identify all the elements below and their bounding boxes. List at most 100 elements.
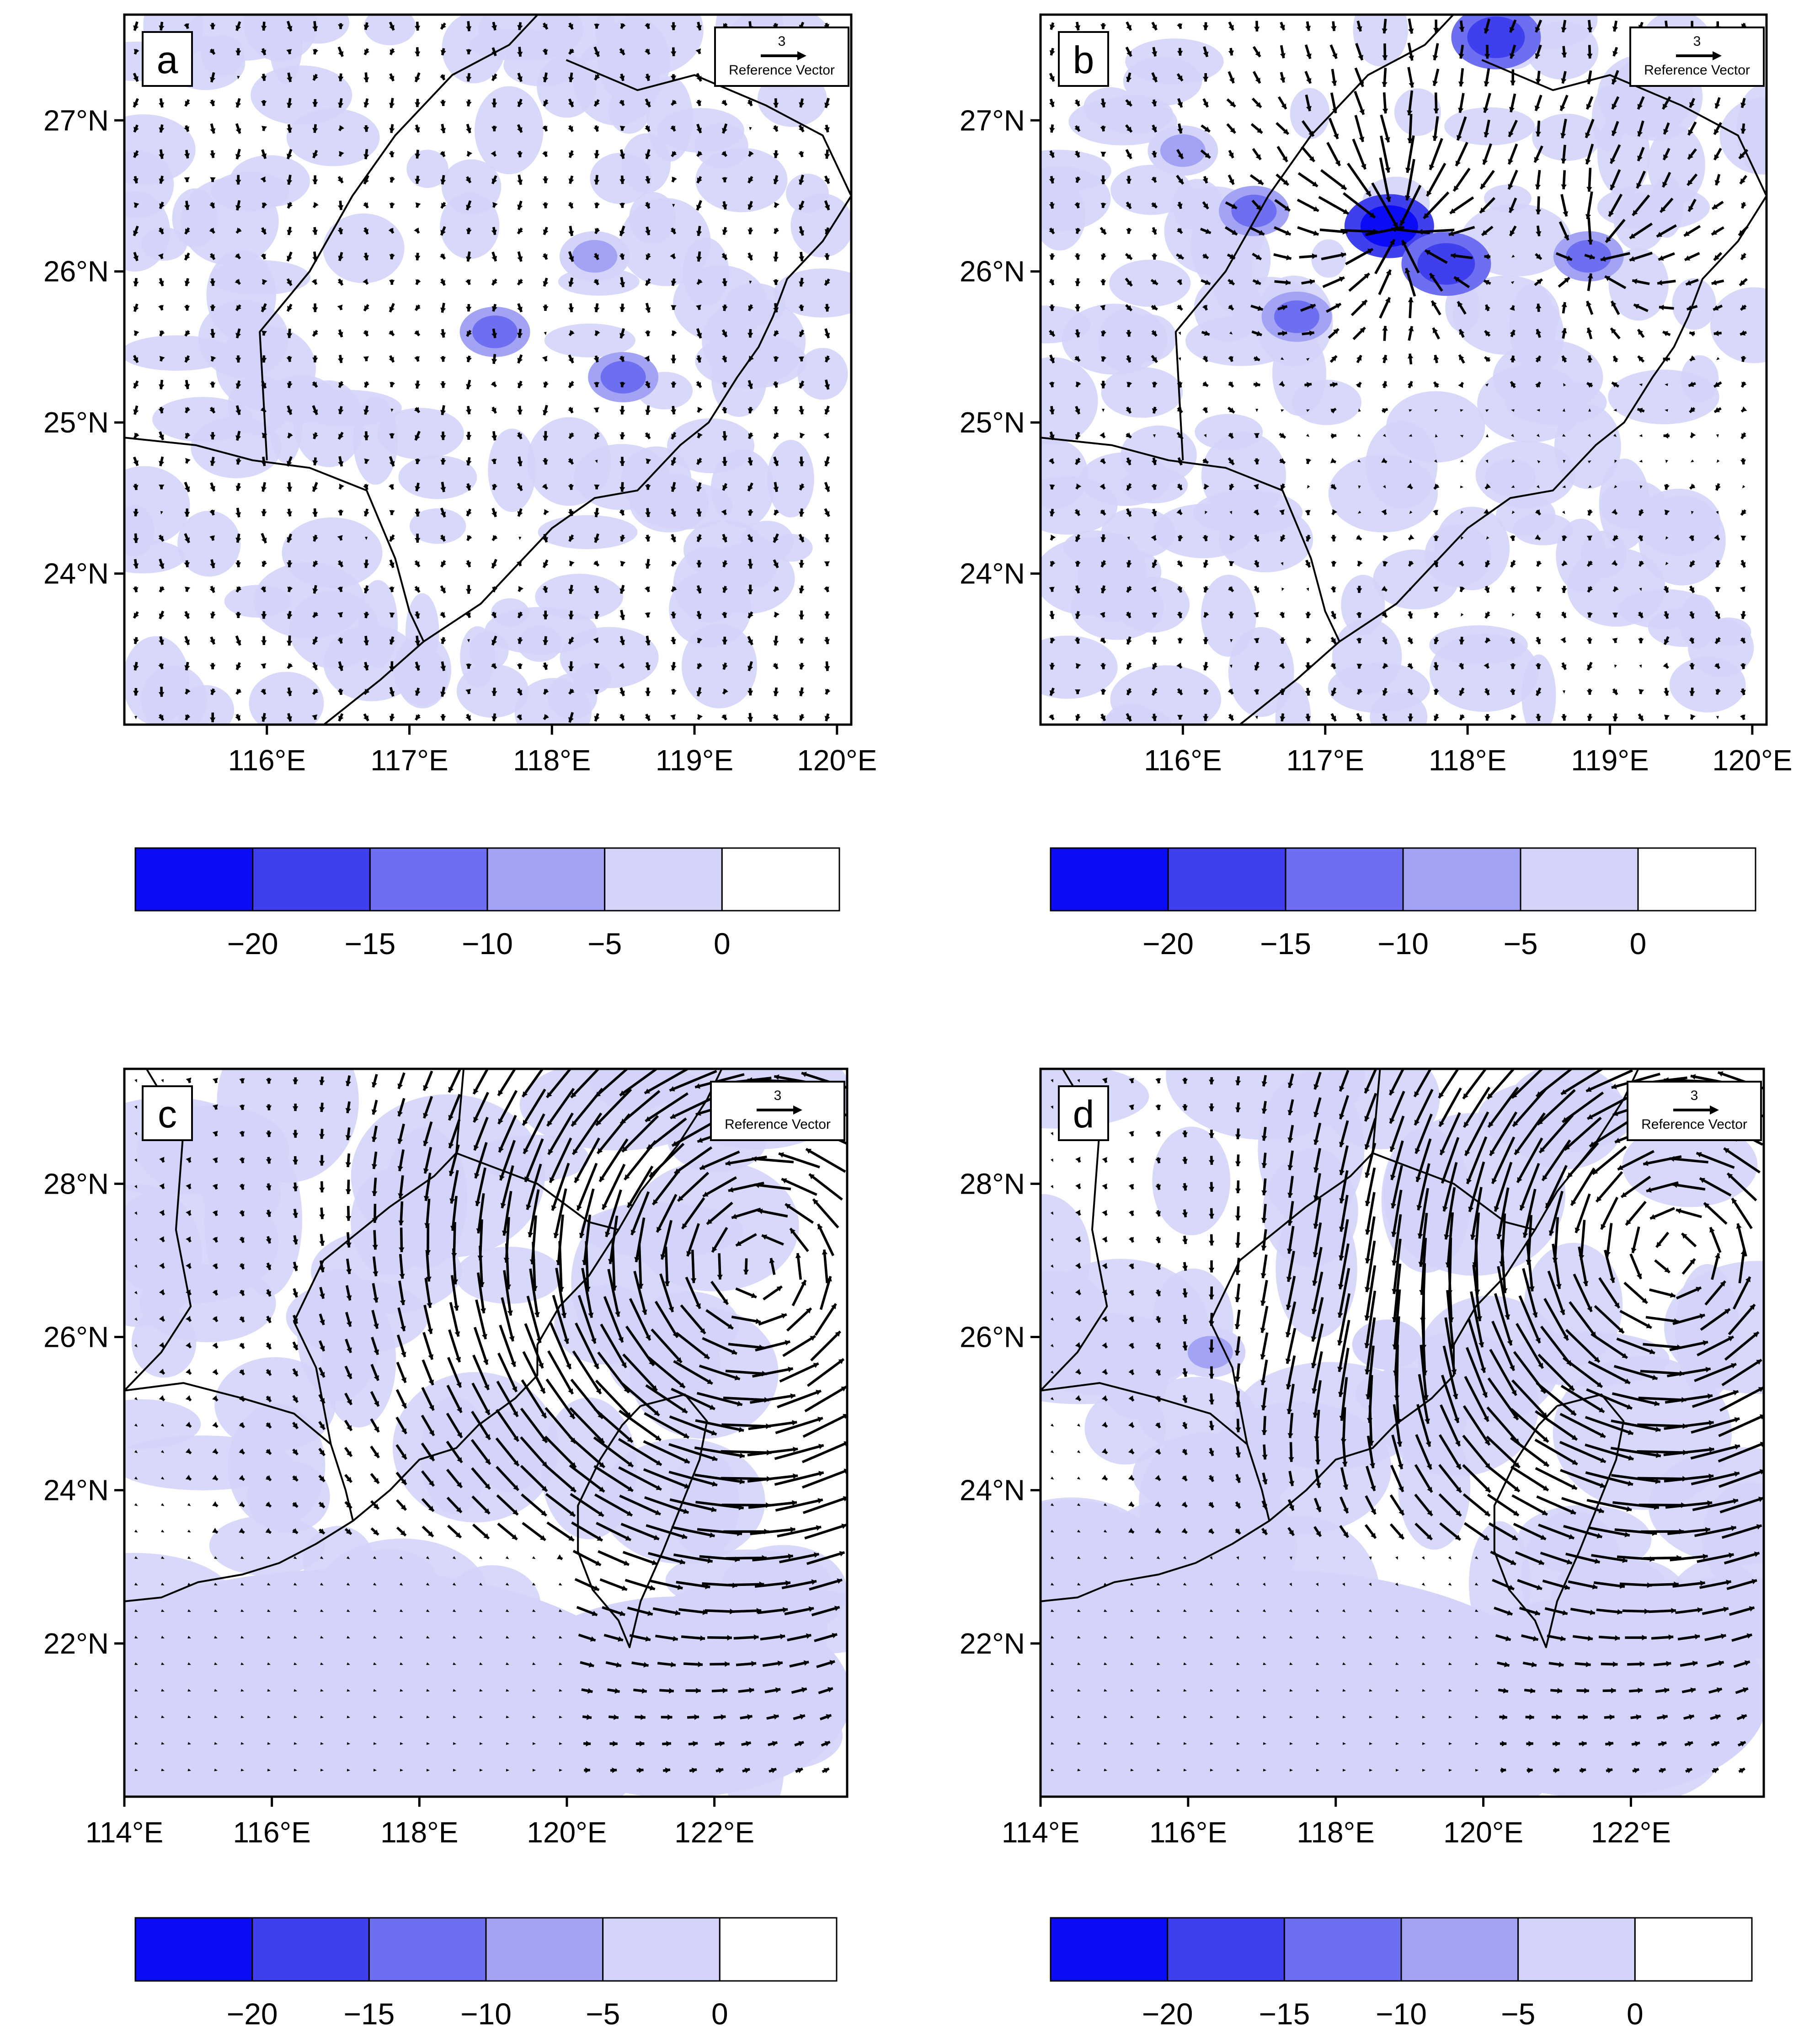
wind-vector [774, 1471, 824, 1486]
province-border [124, 1382, 354, 1521]
wind-vector-head [1203, 203, 1208, 209]
wind-vector-head [1480, 207, 1485, 213]
wind-vector [423, 1304, 432, 1334]
wind-vector-head [423, 1113, 428, 1118]
wind-vector [347, 1636, 350, 1638]
wind-vector-head [518, 383, 523, 388]
wind-vector-head [1586, 1087, 1592, 1092]
wind-vector-head [672, 99, 677, 105]
shade-patch [323, 213, 405, 283]
wind-vector-head [1564, 278, 1569, 283]
wind-vector-head [313, 561, 319, 567]
wind-vector-head [1253, 484, 1259, 489]
x-tick-label: 120°E [1712, 744, 1792, 777]
wind-vector [497, 1090, 518, 1125]
wind-vector-head [818, 1444, 824, 1449]
wind-vectors [1048, 18, 1749, 722]
wind-vector [579, 1188, 595, 1238]
wind-vector [161, 1689, 165, 1692]
wind-vector-head [670, 228, 676, 234]
wind-vector-head [293, 1079, 299, 1084]
wind-vector-head [728, 1187, 734, 1193]
wind-vector-head [312, 358, 318, 363]
wind-vector-head [1335, 160, 1340, 166]
wind-vector-head [517, 25, 523, 30]
wind-vector-head [426, 1276, 432, 1282]
wind-vector [544, 1464, 577, 1493]
wind-vector [1716, 434, 1719, 438]
wind-vector-head [645, 612, 651, 618]
wind-vector-head [785, 1580, 790, 1586]
wind-vector-head [397, 1111, 403, 1116]
wind-vector-head [1305, 716, 1311, 721]
wind-vector-head [1228, 586, 1233, 592]
wind-vector [629, 1298, 651, 1341]
colorbar-swatch [368, 1917, 487, 1982]
wind-vector-head [1049, 76, 1055, 82]
wind-vector-head [1310, 304, 1316, 310]
wind-vector-head [1050, 561, 1056, 566]
wind-vector [547, 1350, 574, 1395]
wind-vector [426, 1768, 430, 1772]
wind-vector-head [491, 256, 497, 262]
wind-vector-head [1536, 329, 1542, 335]
wind-vector-head [1101, 356, 1107, 362]
wind-vector [240, 1742, 245, 1745]
wind-vector-head [415, 459, 421, 464]
wind-vector-head [414, 127, 420, 133]
shade-patch [1710, 287, 1767, 363]
wind-vector [480, 1769, 483, 1772]
wind-vector-head [1075, 434, 1081, 439]
wind-vector-head [337, 535, 343, 540]
wind-vector [1600, 252, 1630, 262]
wind-vector-head [1381, 509, 1387, 515]
shade-patch [124, 114, 196, 185]
wind-vector-head [1280, 25, 1285, 30]
wind-vector-head [1228, 356, 1233, 362]
wind-vector-head [1202, 536, 1208, 541]
wind-vector-head [1382, 108, 1388, 114]
wind-vector-head [700, 1635, 705, 1641]
wind-vector-head [1589, 254, 1595, 260]
wind-vector [619, 1494, 661, 1516]
wind-vector-head [799, 102, 805, 107]
wind-vector-head [1074, 332, 1080, 337]
wind-vector [502, 1190, 512, 1236]
wind-vector-head [780, 1633, 785, 1639]
shade-patch [1041, 635, 1118, 699]
wind-vector-head [1389, 239, 1395, 245]
wind-vector-head [312, 256, 318, 262]
wind-vector-head [455, 1532, 461, 1538]
wind-vector-head [372, 1218, 378, 1223]
wind-vector-head [1255, 279, 1261, 285]
wind-vector-head [599, 1176, 605, 1182]
wind-vector-head [159, 102, 165, 108]
wind-vector-head [133, 101, 139, 107]
wind-vector [804, 1523, 847, 1540]
wind-vector [1306, 433, 1310, 437]
wind-vector-head [517, 306, 523, 312]
wind-vector-head [696, 128, 702, 133]
shade-patch [547, 673, 598, 720]
wind-vector-head [1433, 536, 1439, 541]
wind-vector [1461, 536, 1464, 540]
wind-vector-head [371, 1109, 377, 1115]
wind-vector-head [518, 228, 523, 234]
wind-vector [134, 1079, 137, 1083]
wind-vector-head [621, 1585, 627, 1591]
wind-vector-head [338, 715, 344, 721]
wind-vector [1665, 536, 1669, 540]
wind-vector-head [1330, 484, 1336, 489]
wind-vector-head [541, 1510, 547, 1516]
wind-vector-head [824, 715, 830, 721]
x-tick-label: 119°E [656, 744, 733, 777]
coastlines [124, 15, 851, 725]
wind-vector-head [1482, 159, 1488, 165]
wind-vector-head [1126, 25, 1132, 31]
wind-vector-head [1100, 384, 1106, 389]
wind-vector-head [1663, 154, 1669, 160]
wind-vector-head [239, 1078, 245, 1083]
wind-vector [819, 1275, 832, 1310]
wind-vector-head [185, 1421, 191, 1427]
wind-vector-head [261, 461, 267, 466]
